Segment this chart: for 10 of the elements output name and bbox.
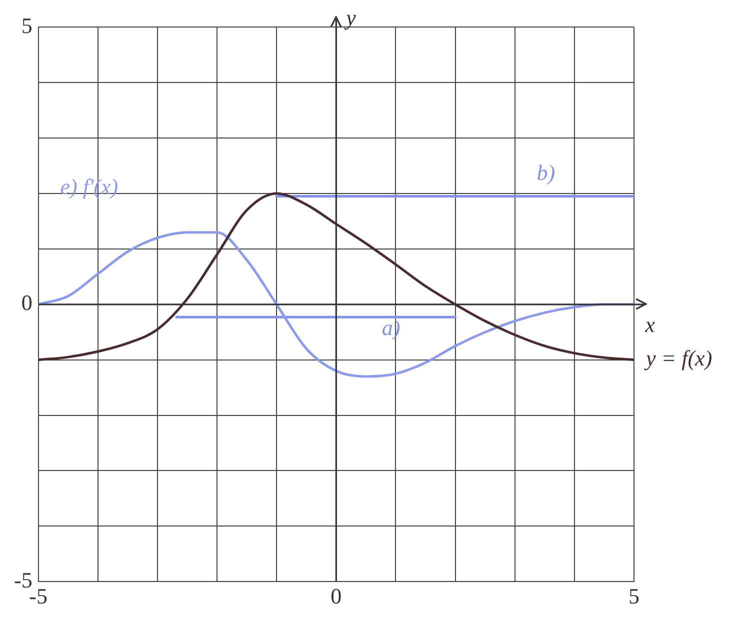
- x-tick-label: 5: [628, 584, 640, 609]
- series-label: b): [536, 160, 556, 185]
- x-tick-label: 0: [330, 584, 342, 609]
- line-series: [38, 231, 634, 378]
- series-label: y = f(x): [644, 346, 712, 371]
- y-tick-label: -5: [14, 567, 32, 592]
- y-tick-label: 5: [21, 12, 32, 38]
- x-axis-title: x: [644, 312, 656, 338]
- y-tick-label: 0: [21, 290, 32, 316]
- y-axis-title: y: [344, 4, 356, 30]
